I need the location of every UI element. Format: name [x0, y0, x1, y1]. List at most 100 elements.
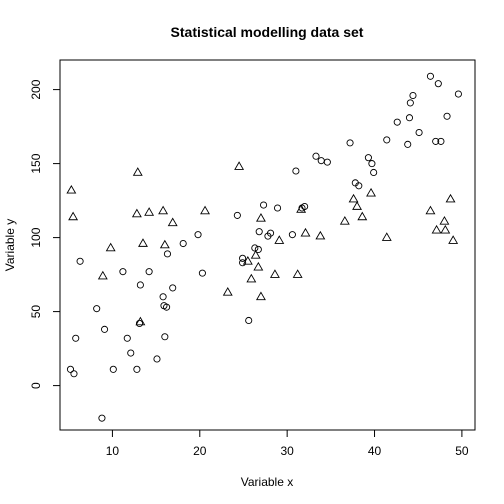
data-point-circle — [415, 128, 423, 137]
data-point-triangle — [105, 242, 116, 252]
data-point-circle — [127, 349, 135, 357]
data-point-circle — [109, 365, 117, 373]
data-point-triangle — [381, 232, 392, 241]
x-tick-label: 20 — [193, 444, 207, 458]
y-tick-label: 50 — [29, 305, 43, 319]
data-point-circle — [135, 319, 144, 327]
data-point-triangle — [222, 287, 233, 296]
data-point-triangle — [167, 217, 178, 227]
data-point-circle — [370, 168, 378, 177]
data-point-circle — [255, 228, 263, 236]
data-point-circle — [179, 239, 187, 248]
data-point-circle — [93, 305, 101, 313]
data-point-circle — [323, 158, 331, 166]
data-point-triangle — [97, 270, 108, 280]
data-point-circle — [405, 114, 414, 122]
data-point-circle — [273, 204, 282, 212]
data-point-circle — [119, 268, 127, 276]
data-point-triangle — [158, 205, 169, 215]
y-tick-label: 200 — [29, 79, 43, 99]
data-point-triangle — [274, 235, 285, 244]
data-point-circle — [260, 201, 268, 209]
data-point-circle — [72, 334, 80, 342]
data-point-circle — [317, 157, 325, 165]
data-point-circle — [443, 112, 451, 120]
data-point-triangle — [255, 291, 266, 301]
data-point-circle — [66, 365, 75, 373]
data-point-triangle — [366, 187, 376, 197]
data-point-circle — [267, 229, 275, 237]
x-tick-label: 30 — [280, 444, 294, 458]
data-point-triangle — [255, 213, 266, 222]
data-point-triangle — [138, 238, 148, 247]
x-axis-label: Variable x — [241, 475, 293, 489]
data-point-triangle — [431, 224, 442, 234]
x-tick-label: 10 — [106, 444, 120, 458]
data-point-triangle — [132, 167, 143, 176]
data-point-circle — [245, 316, 253, 325]
data-point-triangle — [246, 273, 257, 283]
data-point-circle — [163, 303, 171, 311]
data-point-triangle — [292, 269, 303, 278]
data-point-circle — [292, 167, 300, 175]
data-point-triangle — [315, 230, 326, 240]
data-point-triangle — [68, 211, 79, 221]
data-point-triangle — [253, 261, 264, 271]
data-point-triangle — [357, 211, 368, 221]
data-point-circle — [123, 334, 131, 342]
data-point-triangle — [242, 255, 253, 265]
data-point-circle — [409, 91, 417, 100]
data-point-triangle — [144, 207, 155, 216]
data-point-circle — [426, 72, 434, 80]
data-point-circle — [368, 160, 376, 168]
data-point-triangle — [269, 269, 280, 278]
data-point-circle — [163, 250, 172, 258]
data-point-circle — [383, 136, 391, 144]
data-point-circle — [159, 293, 167, 301]
data-point-triangle — [135, 316, 146, 326]
x-axis: 10 20 30 40 50 — [106, 429, 469, 458]
data-point-triangle — [131, 208, 142, 218]
data-point-triangle — [448, 235, 459, 244]
data-point-circle — [194, 231, 202, 239]
x-tick-label: 40 — [368, 444, 382, 458]
data-point-circle — [434, 80, 442, 88]
data-point-circle — [101, 325, 109, 333]
data-point-circle — [76, 257, 84, 265]
data-point-circle — [145, 268, 153, 276]
data-point-circle — [454, 90, 462, 98]
data-point-circle — [233, 211, 241, 219]
data-point-circle — [312, 152, 320, 160]
data-point-circle — [404, 140, 412, 148]
data-point-circle — [161, 333, 169, 341]
data-point-circle — [254, 245, 262, 253]
data-point-triangle — [439, 216, 450, 225]
data-point-circle — [251, 244, 259, 252]
y-tick-label: 150 — [29, 153, 43, 173]
data-point-circle — [153, 355, 161, 363]
data-point-triangle — [200, 205, 210, 215]
y-axis-label: Variable y — [3, 219, 17, 271]
data-point-triangle — [66, 184, 77, 194]
y-axis: 0 50 100 150 200 — [29, 79, 61, 389]
data-point-circle — [364, 154, 372, 162]
y-tick-label: 100 — [29, 227, 43, 247]
plot-frame — [59, 59, 476, 431]
data-point-circle — [239, 254, 247, 262]
chart-title: Statistical modelling data set — [171, 24, 364, 40]
data-point-circle — [198, 269, 206, 277]
data-point-triangle — [234, 161, 245, 170]
data-point-triangle — [425, 205, 436, 215]
data-point-circle — [432, 137, 440, 145]
data-point-triangle — [352, 201, 363, 210]
data-point-triangle — [445, 193, 456, 203]
data-point-circle — [133, 365, 141, 373]
data-point-triangle — [348, 193, 359, 203]
y-tick-label: 0 — [29, 382, 43, 389]
data-point-circle — [406, 99, 414, 107]
data-point-circle — [393, 118, 401, 126]
x-tick-label: 50 — [455, 444, 469, 458]
data-point-triangle — [250, 250, 261, 259]
data-point-circle — [136, 281, 144, 289]
